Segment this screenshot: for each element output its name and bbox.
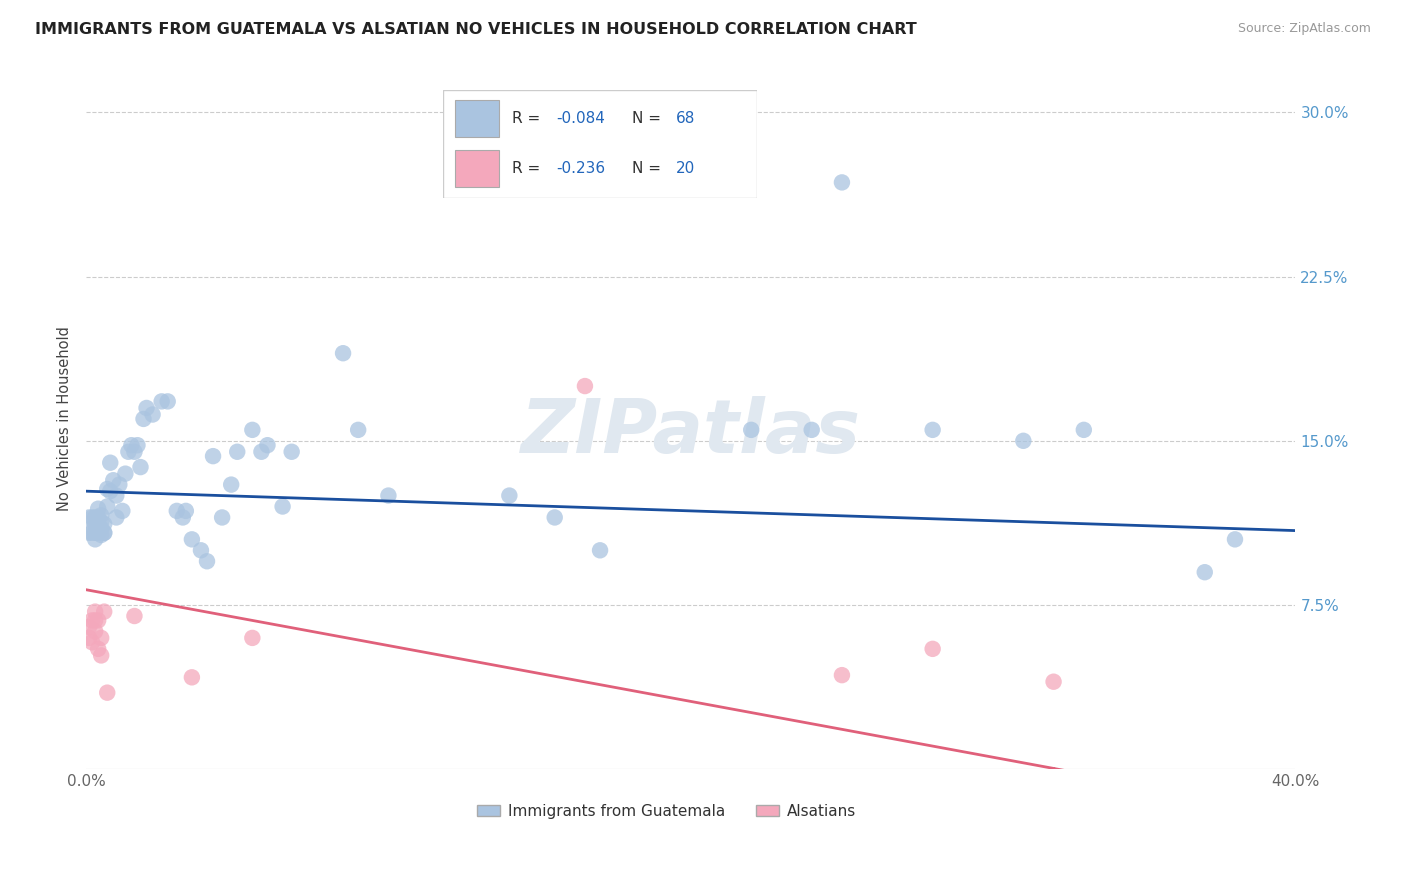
Point (84, 525, 107, 540)
Point (124, 444, 146, 458)
Point (921, 641, 943, 656)
Point (544, 510, 567, 524)
Point (105, 489, 128, 503)
Point (77, 631, 100, 645)
Point (174, 504, 197, 518)
Point (226, 444, 249, 458)
Point (84, 605, 107, 619)
Point (202, 449, 225, 463)
Point (280, 444, 302, 458)
Point (1012, 434, 1035, 448)
Point (90, 515, 112, 529)
Point (87, 501, 110, 516)
Point (96, 686, 118, 700)
Point (256, 438, 278, 452)
Point (211, 510, 233, 524)
Point (166, 504, 188, 518)
Point (129, 460, 152, 475)
Point (77, 525, 100, 540)
Point (800, 423, 823, 437)
Point (831, 175, 853, 189)
Point (1073, 423, 1095, 437)
Text: ZIPatlas: ZIPatlas (520, 396, 860, 469)
Point (111, 504, 134, 518)
Point (93, 516, 115, 531)
Point (180, 533, 202, 547)
Point (250, 444, 273, 458)
Point (87, 614, 110, 628)
Point (90, 631, 112, 645)
Text: Source: ZipAtlas.com: Source: ZipAtlas.com (1237, 22, 1371, 36)
Point (740, 423, 762, 437)
Point (589, 543, 612, 558)
Point (132, 412, 155, 426)
Point (96, 482, 118, 496)
Point (87, 510, 110, 524)
Point (87, 525, 110, 540)
Text: IMMIGRANTS FROM GUATEMALA VS ALSATIAN NO VEHICLES IN HOUSEHOLD CORRELATION CHART: IMMIGRANTS FROM GUATEMALA VS ALSATIAN NO… (35, 22, 917, 37)
Point (124, 609, 146, 624)
Point (347, 423, 370, 437)
Point (377, 489, 399, 503)
Point (831, 668, 853, 682)
Point (87, 516, 110, 531)
Point (135, 401, 157, 415)
Point (77, 510, 100, 524)
Point (127, 438, 149, 452)
Point (498, 489, 520, 503)
Point (921, 423, 943, 437)
Point (90, 648, 112, 663)
Point (84, 516, 107, 531)
Point (240, 631, 263, 645)
Point (117, 444, 139, 458)
Point (120, 438, 142, 452)
Point (82, 525, 104, 540)
Point (93, 525, 115, 540)
Point (1223, 533, 1246, 547)
Point (84, 624, 107, 639)
Point (114, 467, 136, 481)
Point (90, 508, 112, 523)
Y-axis label: No Vehicles in Household: No Vehicles in Household (58, 326, 72, 511)
Point (87, 641, 110, 656)
Point (195, 554, 218, 568)
Point (219, 477, 242, 491)
Point (84, 614, 107, 628)
Point (142, 408, 165, 422)
Point (84, 510, 107, 524)
Point (190, 543, 212, 558)
Point (98, 484, 121, 499)
Point (108, 477, 131, 491)
Point (77, 620, 100, 634)
Point (90, 521, 112, 535)
Point (172, 510, 194, 524)
Point (180, 670, 202, 684)
Point (240, 423, 263, 437)
Point (96, 500, 118, 514)
Point (105, 510, 128, 524)
Point (271, 500, 294, 514)
Point (103, 473, 125, 487)
Point (82, 510, 104, 524)
Legend: Immigrants from Guatemala, Alsatians: Immigrants from Guatemala, Alsatians (471, 797, 862, 825)
Point (150, 394, 173, 409)
Point (93, 525, 115, 540)
Point (574, 379, 596, 393)
Point (82, 614, 104, 628)
Point (90, 528, 112, 542)
Point (82, 635, 104, 649)
Point (84, 533, 107, 547)
Point (1194, 565, 1216, 579)
Point (98, 456, 121, 470)
Point (332, 346, 354, 360)
Point (1042, 674, 1064, 689)
Point (156, 394, 179, 409)
Point (93, 605, 115, 619)
